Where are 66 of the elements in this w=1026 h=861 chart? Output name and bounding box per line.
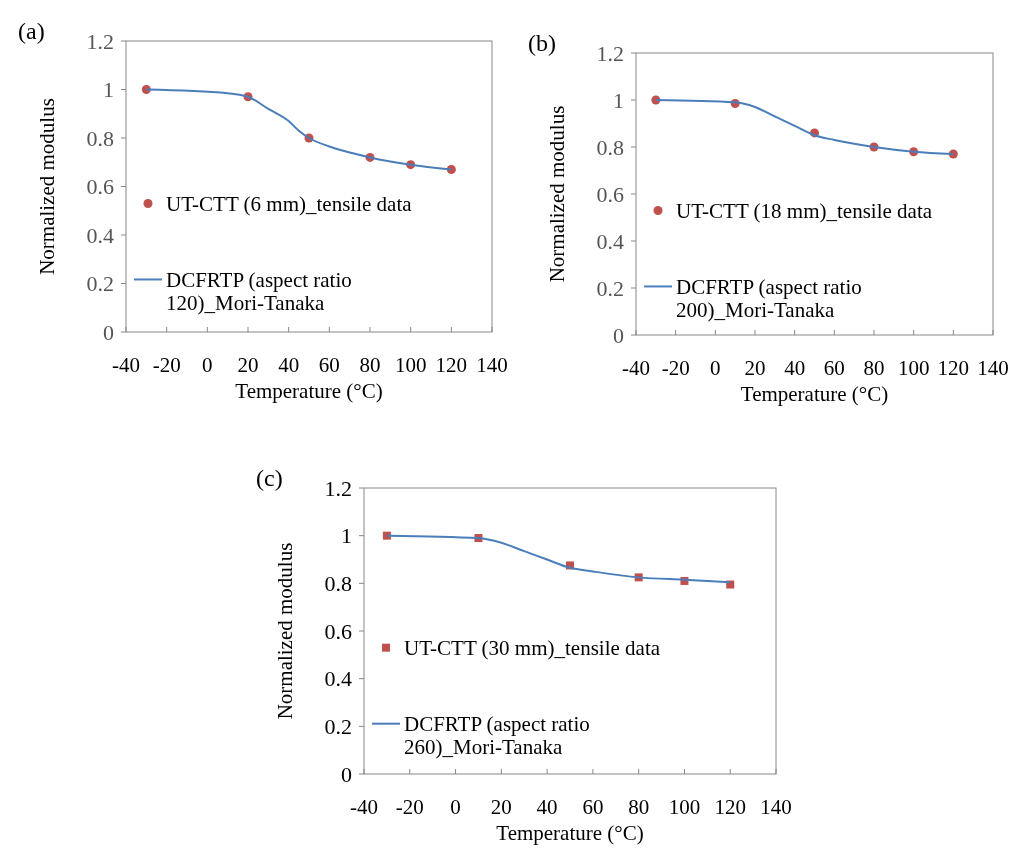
x-tick-label: 60 <box>318 353 340 377</box>
x-tick-label: 20 <box>744 356 766 380</box>
y-tick-label: 0.4 <box>324 666 352 692</box>
y-axis-title: Normalized modulus <box>545 105 569 283</box>
y-tick-label: 1 <box>341 523 352 549</box>
x-tick-label: 60 <box>582 795 604 819</box>
legend-label: DCFRTP (aspect ratio 260)_Mori-Tanaka <box>404 712 590 760</box>
y-tick-label: 0.4 <box>596 228 624 254</box>
x-tick-label: 80 <box>863 356 885 380</box>
y-axis-title: Normalized modulus <box>35 98 59 275</box>
y-tick-label: 0 <box>103 319 114 345</box>
y-tick-label: 1.2 <box>324 475 352 501</box>
x-tick-label: -20 <box>395 795 424 819</box>
y-tick-label: 1.2 <box>86 28 114 54</box>
y-tick-label: 0.8 <box>86 125 114 151</box>
x-tick-label: 60 <box>823 356 845 380</box>
y-tick-label: 1 <box>103 77 114 103</box>
x-tick-label: 120 <box>435 353 468 377</box>
x-tick-label: 0 <box>710 356 721 380</box>
x-tick-label: -20 <box>661 356 690 380</box>
y-tick-label: 0.2 <box>86 271 114 297</box>
x-tick-label: 100 <box>394 353 427 377</box>
chart-title: (b) <box>528 30 556 56</box>
x-tick-label: 0 <box>202 353 213 377</box>
x-tick-label: 80 <box>628 795 650 819</box>
x-tick-label: 140 <box>977 356 1009 380</box>
x-axis-title: Temperature (°C) <box>740 382 889 406</box>
x-tick-label: 140 <box>476 353 508 377</box>
y-tick-label: 0.6 <box>86 174 114 200</box>
x-tick-label: 100 <box>897 356 930 380</box>
x-tick-label: 20 <box>490 795 512 819</box>
x-axis-title: Temperature (°C) <box>235 379 383 403</box>
legend-label: DCFRTP (aspect ratio 200)_Mori-Tanaka <box>676 274 862 322</box>
x-tick-label: -40 <box>622 356 650 380</box>
chart-title: (a) <box>18 18 45 44</box>
x-tick-label: -40 <box>350 795 378 819</box>
x-tick-label: 20 <box>237 353 259 377</box>
x-tick-label: 0 <box>450 795 461 819</box>
x-tick-label: 40 <box>784 356 806 380</box>
legend-label: UT-CTT (30 mm)_tensile data <box>404 636 661 661</box>
x-tick-label: 40 <box>536 795 558 819</box>
x-tick-label: -20 <box>152 353 181 377</box>
legend-label: UT-CTT (18 mm)_tensile data <box>676 198 933 223</box>
chart-title: (c) <box>256 465 283 491</box>
x-axis-title: Temperature (°C) <box>496 821 644 845</box>
x-tick-label: 140 <box>760 795 792 819</box>
y-tick-label: 0.2 <box>324 714 352 740</box>
x-tick-label: 40 <box>278 353 300 377</box>
x-tick-label: 100 <box>668 795 701 819</box>
y-tick-label: 0.4 <box>86 222 114 248</box>
y-tick-label: 1.2 <box>596 40 624 66</box>
legend-label: UT-CTT (6 mm)_tensile data <box>166 191 413 216</box>
y-tick-label: 0 <box>613 322 624 348</box>
y-tick-label: 0 <box>341 761 352 787</box>
x-tick-label: -40 <box>112 353 140 377</box>
y-tick-label: 0.2 <box>596 275 624 301</box>
x-tick-label: 120 <box>714 795 746 819</box>
y-axis-title: Normalized modulus <box>273 542 297 720</box>
y-tick-label: 1 <box>613 87 624 113</box>
y-tick-label: 0.8 <box>596 134 624 160</box>
x-tick-label: 80 <box>359 353 381 377</box>
y-tick-label: 0.6 <box>324 618 352 644</box>
y-tick-label: 0.6 <box>596 181 624 207</box>
x-tick-label: 120 <box>937 356 970 380</box>
y-tick-label: 0.8 <box>324 571 352 597</box>
legend-label: DCFRTP (aspect ratio 120)_Mori-Tanaka <box>166 267 352 315</box>
